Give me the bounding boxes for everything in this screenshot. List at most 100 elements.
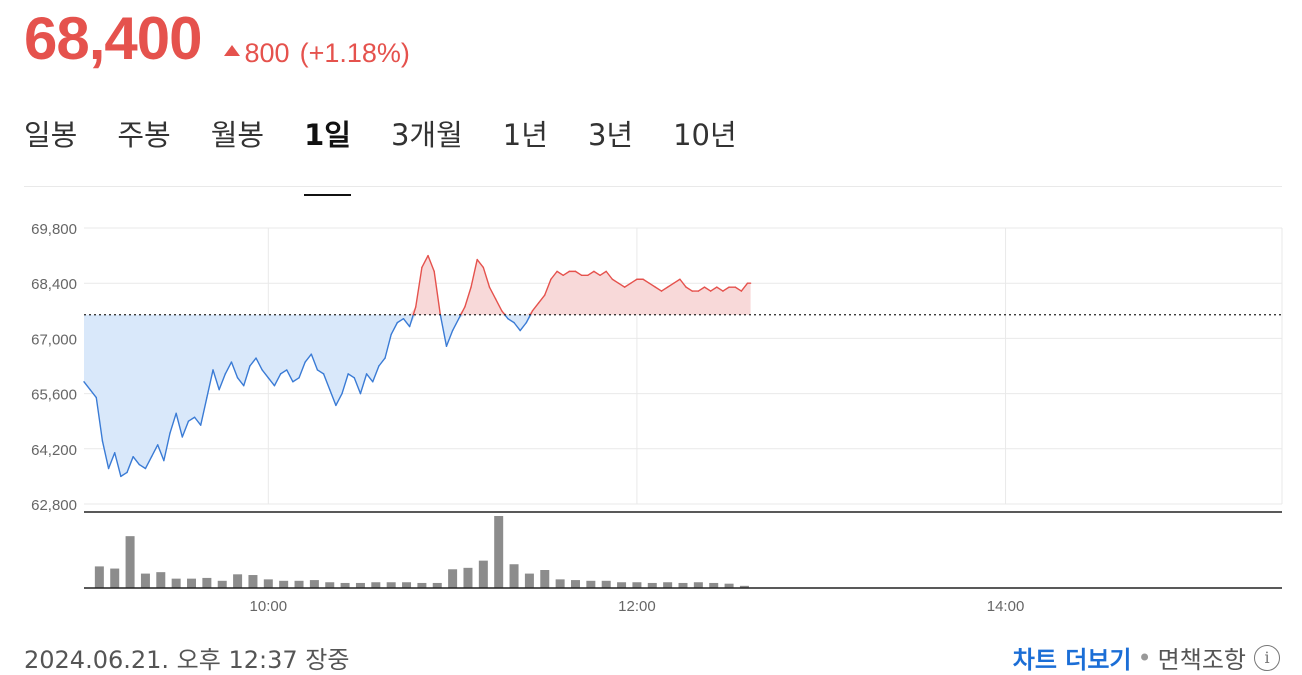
period-tabs: 일봉 주봉 월봉 1일 3개월 1년 3년 10년 (24, 112, 777, 196)
tab-10year[interactable]: 10년 (673, 118, 737, 152)
price-line-segment (157, 444, 165, 462)
volume-bar (125, 536, 135, 588)
volume-bar (524, 573, 534, 588)
price-line-segment (544, 278, 552, 296)
price-line-segment (175, 412, 183, 438)
area-below-prev-close (84, 314, 751, 477)
info-icon[interactable]: i (1254, 644, 1280, 671)
price-line-segment (310, 353, 319, 371)
price-line-segment (550, 270, 558, 280)
volume-bar (187, 578, 197, 588)
area-above-prev-close (84, 255, 751, 315)
price-line-segment (384, 333, 392, 359)
volume-bar (647, 582, 657, 588)
tab-1year[interactable]: 1년 (502, 118, 548, 152)
price-line-segment (402, 317, 411, 328)
price-line-segment (267, 377, 276, 387)
price-line-segment (556, 270, 564, 277)
price-line-segment (187, 416, 196, 422)
price-line-segment (347, 373, 356, 379)
price-line-segment (169, 412, 177, 434)
y-tick-label: 62,800 (31, 497, 77, 514)
tab-weekly[interactable]: 주봉 (117, 118, 171, 152)
price-line-segment (476, 258, 485, 269)
price-line-segment (421, 254, 429, 269)
price-line-segment (599, 270, 607, 277)
price-change: 800 (+1.18%) (223, 38, 410, 69)
volume-bar (617, 582, 627, 588)
price-line-segment (132, 455, 140, 466)
price-line-segment (740, 282, 749, 292)
price-line-segment (249, 357, 257, 367)
x-tick-label: 14:00 (987, 598, 1025, 615)
price-line-segment (218, 373, 227, 391)
tab-monthly[interactable]: 월봉 (210, 118, 265, 152)
volume-bar (417, 582, 427, 588)
price-line-segment (408, 314, 414, 328)
price-line-segment (120, 471, 128, 478)
price-line-segment (525, 314, 532, 324)
volume-bar (371, 582, 381, 588)
price-line-segment (193, 416, 202, 426)
tab-daily[interactable]: 일봉 (24, 118, 78, 152)
price-line-segment (273, 373, 282, 387)
price-line-segment (353, 377, 362, 395)
price-header: 68,400 800 (+1.18%) (24, 4, 410, 73)
price-line-segment (679, 278, 687, 288)
volume-bar (279, 580, 289, 588)
volume-bar (263, 579, 273, 588)
price-line-segment (507, 317, 515, 324)
price-line-segment (562, 270, 571, 277)
price-line-segment (630, 278, 638, 284)
price-line-segment (660, 286, 669, 292)
more-chart-link[interactable]: 차트 더보기 (1012, 646, 1132, 674)
volume-bar (233, 574, 243, 588)
disclaimer-link[interactable]: 면책조항 (1157, 646, 1246, 674)
price-line-segment (286, 369, 294, 383)
volume-bar (217, 580, 227, 588)
y-tick-label: 69,800 (31, 221, 77, 238)
tab-1day[interactable]: 1일 (304, 112, 351, 196)
price-line-segment (433, 270, 442, 316)
volume-bar (294, 580, 304, 588)
volume-bar (724, 583, 734, 588)
price-line-segment (445, 329, 454, 347)
price-line-segment (501, 310, 506, 316)
volume-bar (202, 577, 212, 588)
y-tick-label: 65,600 (31, 387, 77, 404)
volume-bar (402, 582, 412, 588)
volume-bar (463, 567, 473, 588)
volume-bar (570, 580, 580, 588)
volume-bar (386, 582, 396, 588)
price-line-segment (458, 314, 462, 320)
volume-bar (540, 570, 550, 588)
volume-bar (509, 564, 519, 588)
y-tick-label: 64,200 (31, 442, 77, 459)
price-line-segment (716, 286, 724, 292)
price-line-segment (322, 373, 331, 391)
volume-bar (739, 585, 749, 588)
price-line-segment (460, 306, 466, 316)
tab-3month[interactable]: 3개월 (390, 118, 463, 152)
volume-bar (110, 568, 120, 588)
price-line-segment (138, 463, 147, 470)
tab-3year[interactable]: 3년 (587, 118, 634, 152)
volume-bar (709, 582, 719, 588)
price-line-segment (279, 369, 288, 375)
volume-bar (309, 580, 319, 588)
price-line-segment (451, 317, 460, 332)
price-line-segment (89, 388, 97, 399)
price-line-segment (126, 455, 134, 474)
price-line-segment (95, 396, 104, 442)
price-line-segment (470, 258, 478, 288)
current-price: 68,400 (24, 5, 203, 72)
volume-bar (586, 580, 596, 588)
price-line-segment (587, 270, 595, 277)
volume-bar (448, 569, 458, 588)
price-line-segment (685, 286, 693, 292)
price-line-segment (83, 381, 91, 391)
price-line-segment (224, 361, 233, 375)
y-tick-label: 67,000 (31, 331, 77, 348)
price-line-segment (163, 432, 171, 462)
intraday-chart[interactable]: 69,800 68,400 67,000 65,600 64,200 62,800 10:0… (0, 200, 1302, 630)
